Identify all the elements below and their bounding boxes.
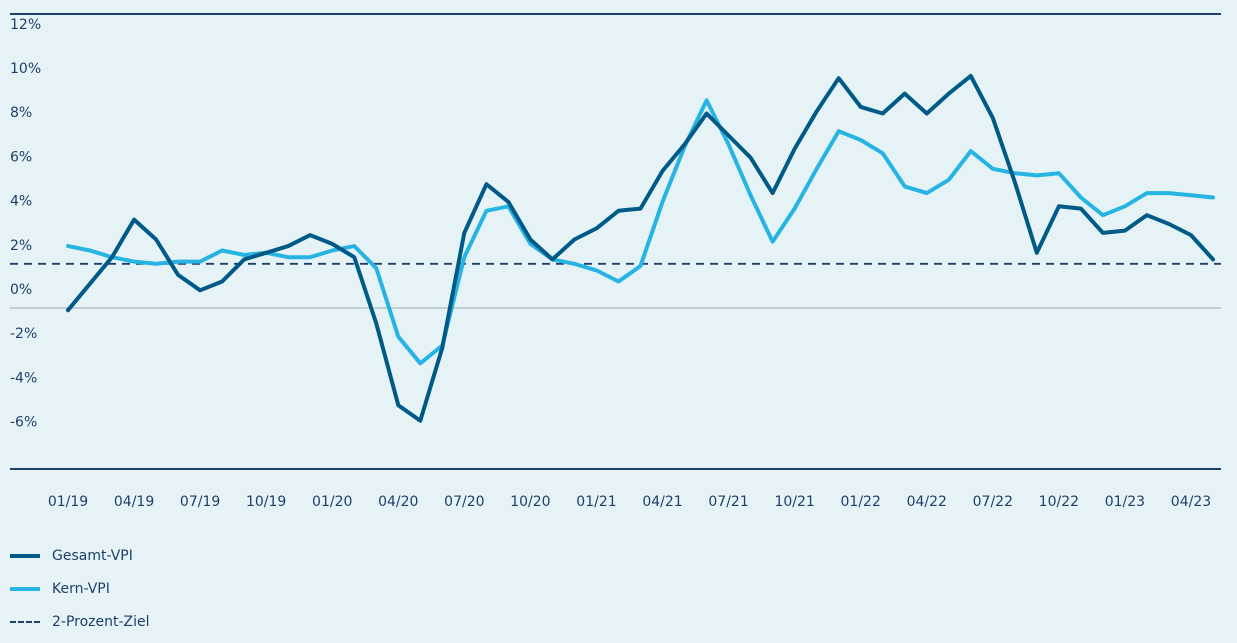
- x-tick-label: 01/20: [312, 494, 352, 510]
- y-tick-label: 2%: [10, 238, 32, 254]
- x-tick-label: 10/19: [246, 494, 286, 510]
- legend-item-2-prozent-ziel: 2-Prozent-Ziel: [10, 610, 150, 634]
- y-tick-label: 8%: [10, 105, 32, 121]
- x-tick-label: 01/23: [1105, 494, 1145, 510]
- legend-item-gesamt-vpi: Gesamt-VPI: [10, 544, 150, 568]
- legend-item-kern-vpi: Kern-VPI: [10, 577, 150, 601]
- y-tick-label: 12%: [10, 17, 41, 33]
- legend: Gesamt-VPI Kern-VPI 2-Prozent-Ziel: [10, 544, 150, 643]
- x-tick-label: 01/19: [48, 494, 88, 510]
- y-tick-label: 0%: [10, 282, 32, 298]
- y-tick-label: -6%: [10, 415, 37, 431]
- x-tick-label: 07/22: [973, 494, 1013, 510]
- series-line-kern-vpi: [68, 100, 1213, 363]
- x-tick-label: 04/21: [642, 494, 682, 510]
- x-tick-label: 01/22: [841, 494, 881, 510]
- legend-swatch-gesamt-vpi: [10, 554, 40, 558]
- y-tick-label: -2%: [10, 326, 37, 342]
- legend-swatch-kern-vpi: [10, 587, 40, 591]
- x-tick-label: 04/20: [378, 494, 418, 510]
- legend-swatch-2-prozent-ziel: [10, 621, 40, 623]
- x-axis-tick-labels: 01/19 04/19 07/19 10/19 01/20 04/20 07/20 10/20…: [48, 494, 1237, 510]
- y-tick-label: 4%: [10, 194, 32, 210]
- x-tick-label: 04/22: [907, 494, 947, 510]
- legend-label-gesamt-vpi: Gesamt-VPI: [52, 548, 133, 564]
- series-line-gesamt-vpi: [68, 76, 1213, 421]
- x-tick-label: 04/19: [114, 494, 154, 510]
- x-tick-label: 10/22: [1039, 494, 1079, 510]
- y-axis-tick-labels: 12% 10% 8% 6% 4% 2% 0% -2% -4% -6%: [10, 17, 41, 431]
- x-tick-label: 10/21: [774, 494, 814, 510]
- x-tick-label: 01/21: [576, 494, 616, 510]
- y-tick-label: -4%: [10, 370, 37, 386]
- x-tick-label: 07/19: [180, 494, 220, 510]
- legend-label-2-prozent-ziel: 2-Prozent-Ziel: [52, 614, 150, 630]
- x-tick-label: 07/20: [444, 494, 484, 510]
- x-tick-label: 07/21: [708, 494, 748, 510]
- x-tick-label: 04/23: [1171, 494, 1211, 510]
- y-tick-label: 6%: [10, 149, 32, 165]
- y-tick-label: 10%: [10, 61, 41, 77]
- series-lines: [68, 76, 1213, 421]
- legend-label-kern-vpi: Kern-VPI: [52, 581, 110, 597]
- x-tick-label: 10/20: [510, 494, 550, 510]
